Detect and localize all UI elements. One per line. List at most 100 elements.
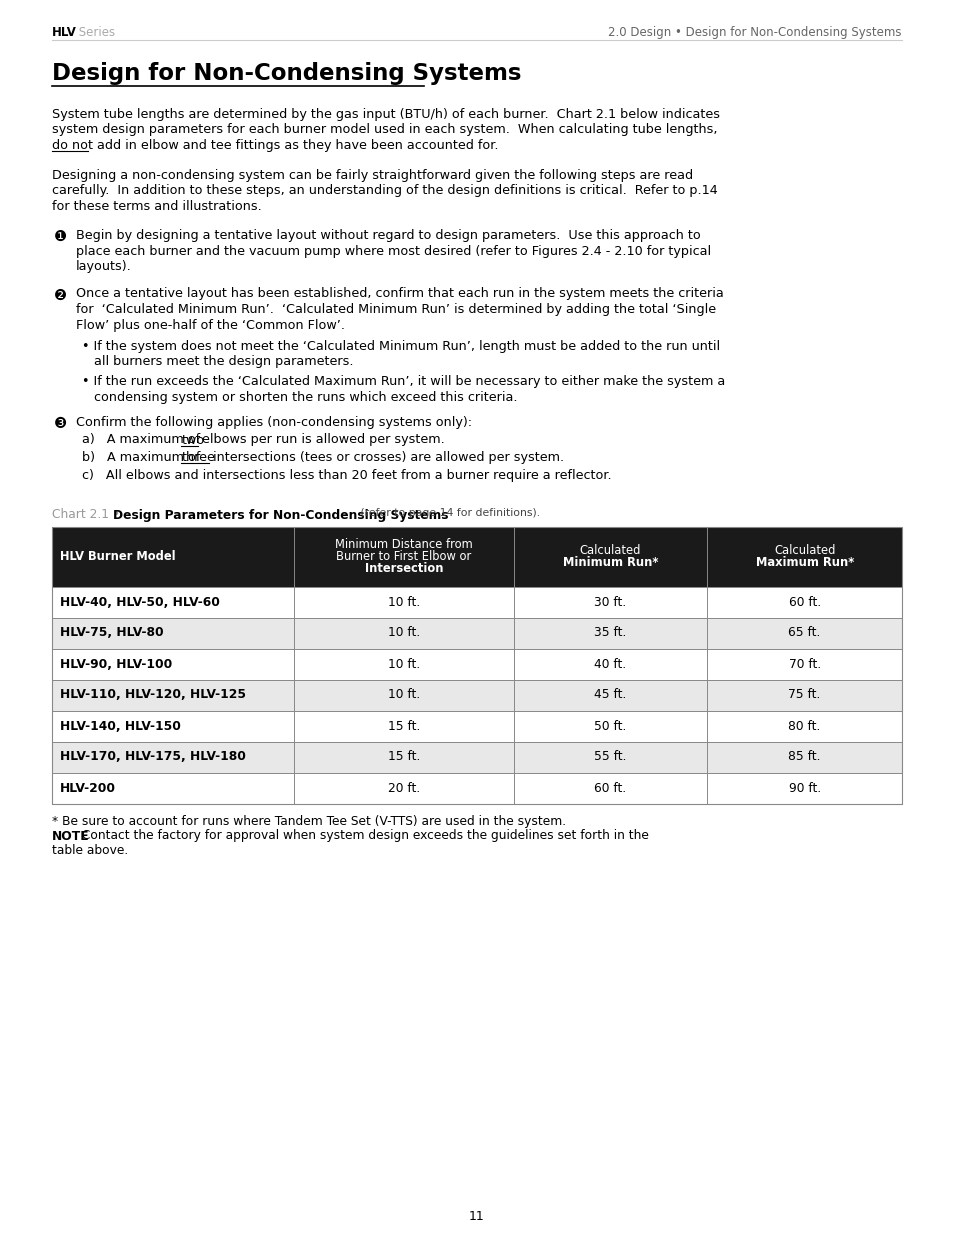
Text: Series: Series (75, 26, 115, 40)
Text: 60 ft.: 60 ft. (594, 782, 626, 794)
Text: HLV-90, HLV-100: HLV-90, HLV-100 (60, 657, 172, 671)
Text: • If the system does not meet the ‘Calculated Minimum Run’, length must be added: • If the system does not meet the ‘Calcu… (82, 340, 720, 353)
Text: b)   A maximum of: b) A maximum of (82, 451, 204, 464)
Bar (52, 710, 294, 741)
Text: 11: 11 (469, 1210, 484, 1223)
Text: 2.0 Design • Design for Non-Condensing Systems: 2.0 Design • Design for Non-Condensing S… (608, 26, 901, 40)
Bar (513, 618, 706, 648)
Bar (706, 710, 901, 741)
Bar (52, 648, 294, 679)
Bar (706, 679, 901, 710)
Text: elbows per run is allowed per system.: elbows per run is allowed per system. (197, 433, 444, 447)
Text: for these terms and illustrations.: for these terms and illustrations. (52, 200, 261, 212)
Text: 35 ft.: 35 ft. (594, 626, 626, 640)
Text: ❸: ❸ (54, 416, 67, 431)
Text: 45 ft.: 45 ft. (594, 688, 626, 701)
Text: Begin by designing a tentative layout without regard to design parameters.  Use : Begin by designing a tentative layout wi… (76, 228, 700, 242)
Text: HLV-140, HLV-150: HLV-140, HLV-150 (60, 720, 181, 732)
Text: three: three (181, 451, 215, 464)
Text: Intersection: Intersection (364, 562, 443, 574)
Text: NOTE: NOTE (52, 830, 90, 842)
Bar (294, 618, 513, 648)
Text: carefully.  In addition to these steps, an understanding of the design definitio: carefully. In addition to these steps, a… (52, 184, 717, 198)
Text: Calculated: Calculated (773, 545, 835, 557)
Bar (52, 773, 294, 804)
Text: 85 ft.: 85 ft. (787, 751, 821, 763)
Text: 75 ft.: 75 ft. (788, 688, 820, 701)
Text: condensing system or shorten the runs which exceed this criteria.: condensing system or shorten the runs wh… (82, 390, 517, 404)
Text: Design Parameters for Non-Condensing Systems: Design Parameters for Non-Condensing Sys… (113, 509, 448, 521)
Text: all burners meet the design parameters.: all burners meet the design parameters. (82, 356, 354, 368)
Text: 80 ft.: 80 ft. (788, 720, 820, 732)
Text: 70 ft.: 70 ft. (788, 657, 820, 671)
Bar (294, 526, 513, 587)
Text: layouts).: layouts). (76, 261, 132, 273)
Bar (52, 618, 294, 648)
Text: Minimum Run*: Minimum Run* (562, 556, 658, 569)
Text: 60 ft.: 60 ft. (788, 595, 820, 609)
Text: ❶: ❶ (54, 228, 67, 245)
Text: 55 ft.: 55 ft. (594, 751, 626, 763)
Text: system design parameters for each burner model used in each system.  When calcul: system design parameters for each burner… (52, 124, 717, 137)
Text: 65 ft.: 65 ft. (788, 626, 820, 640)
Text: Designing a non-condensing system can be fairly straightforward given the follow: Designing a non-condensing system can be… (52, 168, 693, 182)
Bar (294, 710, 513, 741)
Bar (706, 648, 901, 679)
Text: HLV-170, HLV-175, HLV-180: HLV-170, HLV-175, HLV-180 (60, 751, 246, 763)
Bar (52, 526, 901, 804)
Bar (294, 773, 513, 804)
Bar (513, 741, 706, 773)
Text: * Be sure to account for runs where Tandem Tee Set (V-TTS) are used in the syste: * Be sure to account for runs where Tand… (52, 815, 565, 827)
Text: Burner to First Elbow or: Burner to First Elbow or (335, 550, 471, 563)
Bar (294, 587, 513, 618)
Bar (513, 648, 706, 679)
Text: 10 ft.: 10 ft. (387, 688, 419, 701)
Text: HLV-110, HLV-120, HLV-125: HLV-110, HLV-120, HLV-125 (60, 688, 246, 701)
Bar (294, 679, 513, 710)
Text: 50 ft.: 50 ft. (594, 720, 626, 732)
Text: 20 ft.: 20 ft. (387, 782, 419, 794)
Text: 15 ft.: 15 ft. (387, 720, 419, 732)
Text: table above.: table above. (52, 845, 128, 857)
Bar (706, 618, 901, 648)
Text: do not add in elbow and tee fittings as they have been accounted for.: do not add in elbow and tee fittings as … (52, 140, 498, 152)
Text: Calculated: Calculated (579, 545, 640, 557)
Text: HLV-200: HLV-200 (60, 782, 116, 794)
Bar (706, 587, 901, 618)
Text: HLV-40, HLV-50, HLV-60: HLV-40, HLV-50, HLV-60 (60, 595, 219, 609)
Text: Maximum Run*: Maximum Run* (755, 556, 853, 569)
Text: Flow’ plus one-half of the ‘Common Flow’.: Flow’ plus one-half of the ‘Common Flow’… (76, 319, 345, 331)
Text: • If the run exceeds the ‘Calculated Maximum Run’, it will be necessary to eithe: • If the run exceeds the ‘Calculated Max… (82, 375, 724, 388)
Text: HLV Burner Model: HLV Burner Model (60, 550, 175, 563)
Bar (294, 741, 513, 773)
Text: place each burner and the vacuum pump where most desired (refer to Figures 2.4 -: place each burner and the vacuum pump wh… (76, 245, 710, 258)
Bar (52, 679, 294, 710)
Text: (refer to page 14 for definitions).: (refer to page 14 for definitions). (357, 509, 540, 519)
Text: 30 ft.: 30 ft. (594, 595, 626, 609)
Bar (513, 773, 706, 804)
Text: HLV-75, HLV-80: HLV-75, HLV-80 (60, 626, 164, 640)
Bar (294, 648, 513, 679)
Text: Confirm the following applies (non-condensing systems only):: Confirm the following applies (non-conde… (76, 416, 472, 429)
Bar (52, 587, 294, 618)
Text: a)   A maximum of: a) A maximum of (82, 433, 204, 447)
Text: 10 ft.: 10 ft. (387, 626, 419, 640)
Bar (52, 526, 294, 587)
Text: Design for Non-Condensing Systems: Design for Non-Condensing Systems (52, 62, 521, 85)
Text: Chart 2.1 •: Chart 2.1 • (52, 509, 124, 521)
Bar (52, 741, 294, 773)
Bar (706, 773, 901, 804)
Bar (513, 679, 706, 710)
Bar (513, 710, 706, 741)
Bar (513, 526, 706, 587)
Text: 90 ft.: 90 ft. (788, 782, 820, 794)
Text: HLV: HLV (52, 26, 77, 40)
Text: two: two (181, 433, 204, 447)
Text: 10 ft.: 10 ft. (387, 595, 419, 609)
Text: for  ‘Calculated Minimum Run’.  ‘Calculated Minimum Run’ is determined by adding: for ‘Calculated Minimum Run’. ‘Calculate… (76, 303, 716, 316)
Text: 40 ft.: 40 ft. (594, 657, 626, 671)
Text: Once a tentative layout has been established, confirm that each run in the syste: Once a tentative layout has been establi… (76, 288, 723, 300)
Text: Minimum Distance from: Minimum Distance from (335, 538, 473, 552)
Text: : Contact the factory for approval when system design exceeds the guidelines set: : Contact the factory for approval when … (74, 830, 649, 842)
Bar (706, 526, 901, 587)
